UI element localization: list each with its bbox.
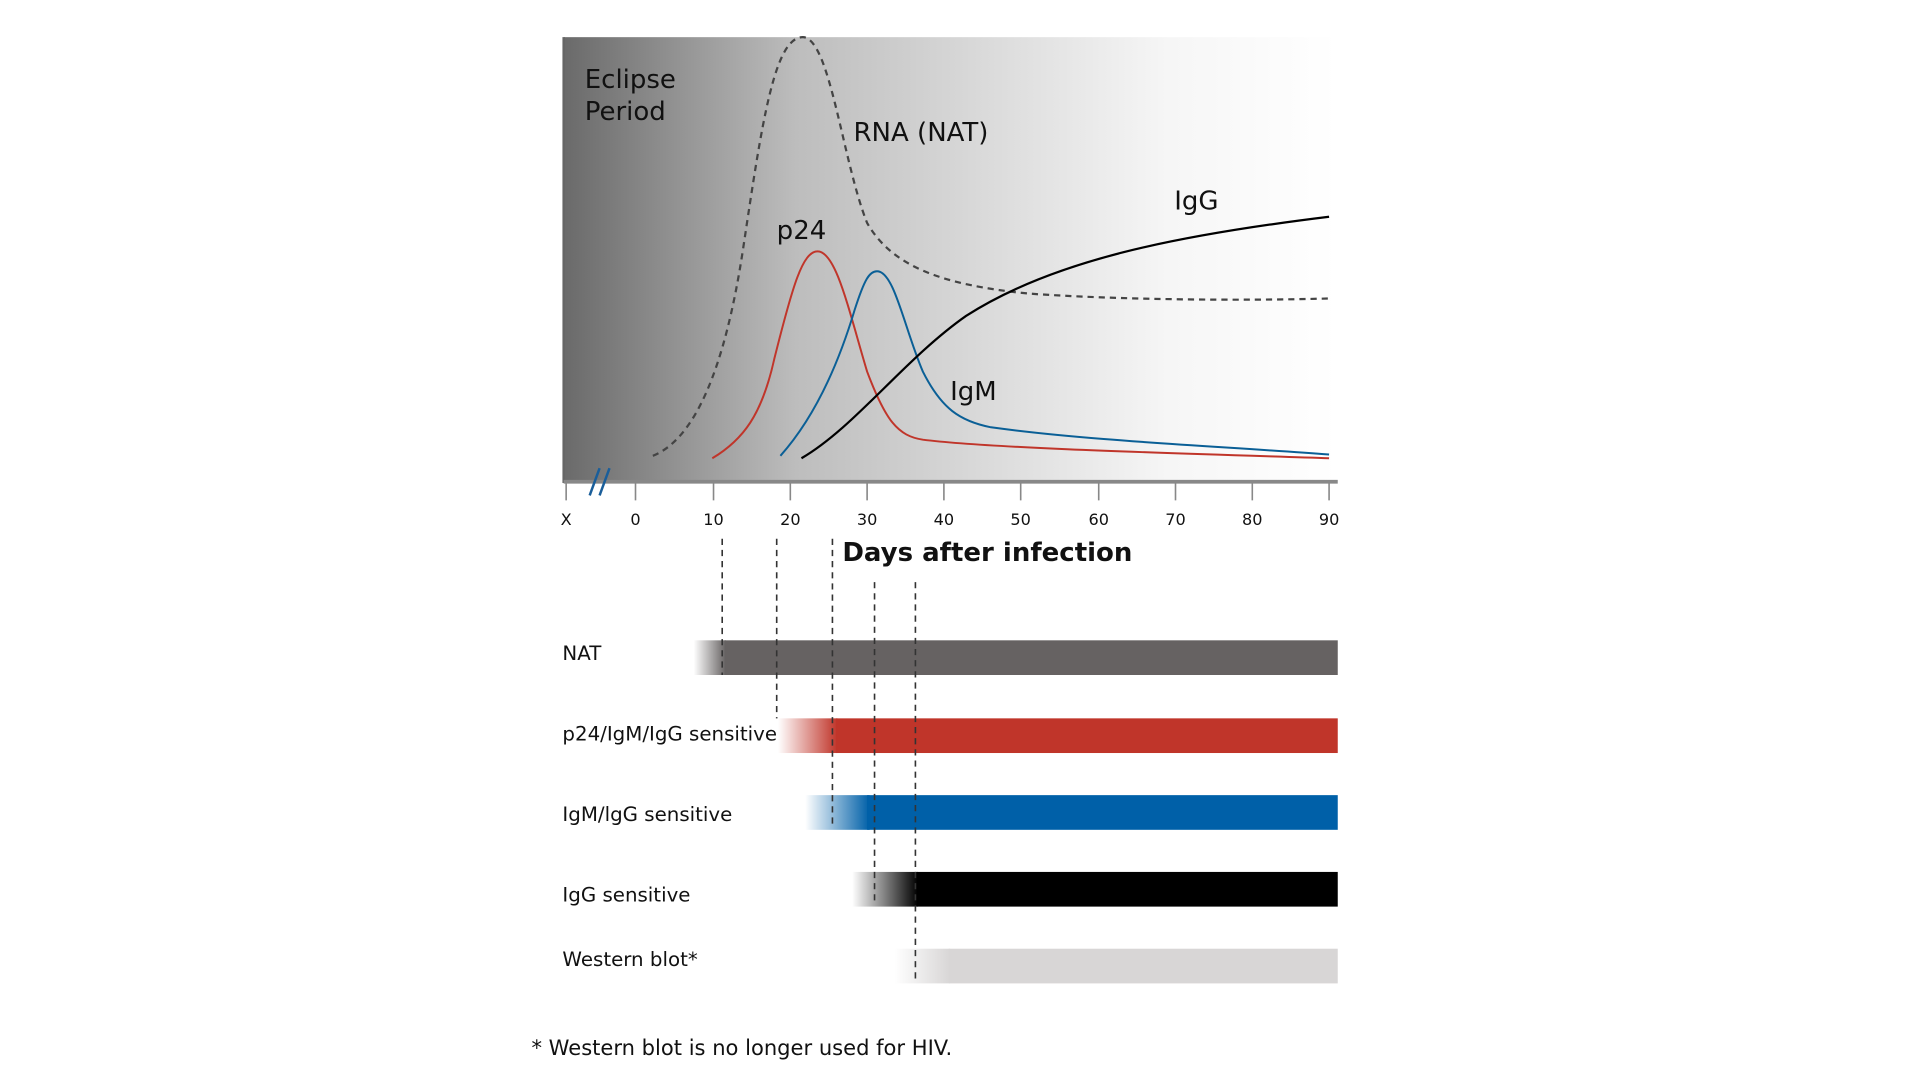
p24-igm-igg-bar-fade (777, 718, 838, 754)
igg-bar-fade (852, 871, 918, 907)
x-tick-label: 80 (1242, 510, 1262, 529)
igm-igg-bar-fade (805, 795, 870, 830)
x-tick-label: 40 (934, 510, 954, 529)
x-tick-label: 70 (1165, 510, 1185, 529)
p24-label: p24 (777, 216, 827, 246)
p24-curve (711, 250, 1330, 460)
x-tick-label: 90 (1319, 510, 1339, 529)
test-label-igg: IgG sensitive (562, 884, 690, 907)
x-ticks (565, 483, 1330, 501)
igg-label: IgG (1174, 186, 1218, 216)
eclipse-label: Eclipse (585, 65, 676, 95)
test-label-western-blot: Western blot* (562, 948, 697, 971)
igm-label: IgM (950, 377, 997, 407)
x-tick-label: 20 (780, 510, 800, 529)
x-tick-label: 60 (1088, 510, 1108, 529)
detection-threshold-lines (721, 538, 917, 983)
nat-bar (724, 640, 1338, 675)
x-axis-title: Days after infection (842, 538, 1132, 568)
western-blot-bar (948, 948, 1338, 984)
nat-bar-fade (693, 640, 726, 675)
igg-bar (916, 871, 1338, 907)
x-tick-label: X (561, 510, 572, 529)
axis-break-icon (588, 467, 611, 496)
igm-igg-bar (867, 795, 1338, 830)
igm-curve (779, 270, 1330, 457)
igg-curve (800, 215, 1330, 460)
x-tick-label: 10 (703, 510, 723, 529)
plot-background (563, 37, 1338, 481)
test-label-p24-igm-igg: p24/IgM/IgG sensitive (562, 723, 777, 746)
p24-igm-igg-bar (836, 718, 1338, 754)
x-tick-label: 50 (1010, 510, 1030, 529)
x-tick-label: 0 (630, 510, 640, 529)
test-label-nat: NAT (562, 642, 602, 665)
x-tick-label: 30 (857, 510, 877, 529)
western-blot-bar-fade (894, 948, 951, 984)
rna-label: RNA (NAT) (853, 118, 988, 148)
footnote: * Western blot is no longer used for HIV… (531, 1035, 952, 1060)
eclipse-label-2: Period (585, 97, 666, 127)
test-label-igm-igg: IgM/lgG sensitive (562, 803, 732, 826)
rna-curve (652, 36, 1330, 457)
